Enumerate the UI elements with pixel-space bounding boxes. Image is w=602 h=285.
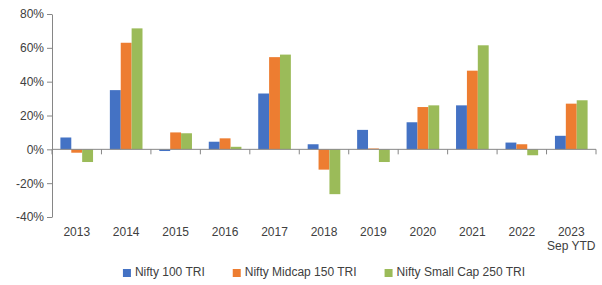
y-tick: -20% (16, 177, 52, 191)
legend-item: Nifty Small Cap 250 TRI (385, 265, 526, 279)
x-tick-label: 2016 (212, 225, 239, 239)
bar (132, 28, 143, 149)
legend-swatch (123, 269, 131, 277)
y-tick-mark (47, 149, 52, 150)
y-tick-label: 60% (20, 41, 44, 55)
y-tick-mark (47, 217, 52, 218)
x-tick-mark (52, 149, 53, 154)
x-tick-mark (596, 149, 597, 154)
x-tick-mark (200, 149, 201, 154)
y-tick: 60% (20, 41, 52, 55)
y-tick-mark (47, 82, 52, 83)
bar (428, 105, 439, 149)
x-tick-mark (546, 149, 547, 154)
y-tick-label: -20% (16, 177, 44, 191)
bar (110, 90, 121, 149)
bar (505, 143, 516, 150)
y-tick-mark (47, 116, 52, 117)
bar (577, 100, 588, 149)
x-tick-label: 2020 (410, 225, 437, 239)
y-tick: -40% (16, 210, 52, 224)
x-tick-label: 2022 (508, 225, 535, 239)
y-tick-label: 80% (20, 7, 44, 21)
bar (407, 122, 418, 149)
bar (220, 138, 231, 149)
bar (121, 43, 132, 150)
bar (60, 137, 71, 149)
x-labels: 2013 2014 2015 2016 2017 2018 2019 2020 2021 2022… (63, 225, 595, 253)
bars (60, 28, 587, 194)
bar (269, 57, 280, 149)
x-tick-label: 2019 (360, 225, 387, 239)
legend-label: Nifty Midcap 150 TRI (245, 265, 357, 279)
x-tick-mark (497, 149, 498, 154)
bar (566, 104, 577, 150)
y-tick-label: -40% (16, 210, 44, 224)
bar (357, 130, 368, 149)
y-tick: 80% (20, 7, 52, 21)
y-tick: 20% (20, 109, 52, 123)
bar (478, 45, 489, 149)
chart: -40%-20%0%20%40%60%80%201320142015201620… (0, 0, 602, 285)
x-axis-line (52, 149, 596, 150)
y-axis: -40% -20% 0% 20% 40% 60% 80% (16, 7, 53, 224)
x-tick-mark (101, 149, 102, 154)
legend-item: Nifty 100 TRI (123, 265, 205, 279)
x-tick-label: 2021 (459, 225, 486, 239)
x-tick-mark (348, 149, 349, 154)
bar (527, 149, 538, 155)
legend-swatch (233, 269, 241, 277)
y-tick: 0% (27, 143, 52, 157)
legend-label: Nifty Small Cap 250 TRI (397, 265, 526, 279)
x-tick-label: 2023Sep YTD (547, 225, 596, 253)
bar (280, 55, 291, 150)
legend: Nifty 100 TRI Nifty Midcap 150 TRI Nifty S… (123, 265, 525, 279)
bar (308, 144, 319, 149)
x-tick-mark (398, 149, 399, 154)
bar (417, 107, 428, 149)
bar (516, 144, 527, 149)
x-tick-label: 2018 (311, 225, 338, 239)
plot: -40%-20%0%20%40%60%80%201320142015201620… (16, 7, 596, 253)
bar (319, 149, 330, 169)
bar-series (82, 28, 587, 194)
bar (467, 71, 478, 150)
x-tick-mark (150, 149, 151, 154)
y-axis-line (52, 15, 53, 218)
x-tick-mark (299, 149, 300, 154)
y-tick-mark (47, 183, 52, 184)
bar (456, 105, 467, 149)
bar (555, 136, 566, 150)
legend-label: Nifty 100 TRI (135, 265, 205, 279)
bar (209, 142, 220, 150)
bar (71, 149, 82, 152)
bar (170, 132, 181, 149)
x-tick-label: 2015 (162, 225, 189, 239)
y-tick-mark (47, 48, 52, 49)
bar-series (71, 43, 576, 170)
x-tick-label: 2017 (261, 225, 288, 239)
y-tick-mark (47, 14, 52, 15)
x-tick-mark (447, 149, 448, 154)
y-tick: 40% (20, 75, 52, 89)
bar (258, 94, 269, 150)
legend-item: Nifty Midcap 150 TRI (233, 265, 357, 279)
x-tick-mark (249, 149, 250, 154)
y-tick-label: 0% (27, 143, 45, 157)
x-tick-label: 2013 (63, 225, 90, 239)
bar (82, 149, 93, 162)
y-tick-label: 20% (20, 109, 44, 123)
bar (379, 149, 390, 162)
y-tick-label: 40% (20, 75, 44, 89)
x-tick-label: 2014 (113, 225, 140, 239)
bar (329, 149, 340, 194)
legend-swatch (385, 269, 393, 277)
bar (181, 133, 192, 149)
